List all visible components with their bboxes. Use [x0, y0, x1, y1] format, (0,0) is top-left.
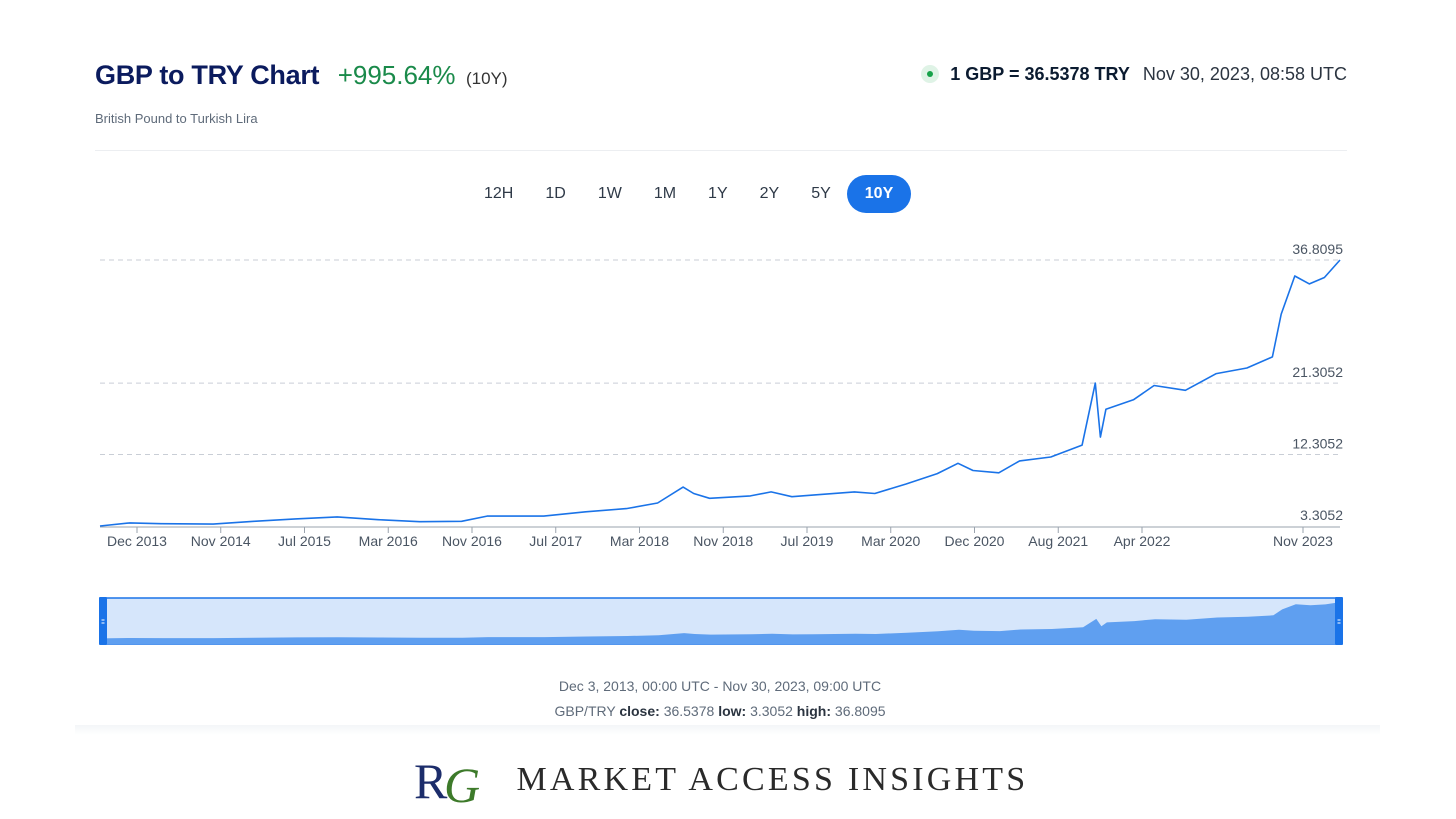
y-tick-label: 12.3052 — [1292, 436, 1343, 452]
brand-footer: R G MARKET ACCESS INSIGHTS — [414, 752, 1029, 813]
tab-1w[interactable]: 1W — [597, 185, 622, 202]
change-period: (10Y) — [465, 69, 508, 88]
brand-name: MARKET ACCESS INSIGHTS — [516, 761, 1029, 798]
tab-1y[interactable]: 1Y — [708, 185, 728, 202]
x-tick-label: Nov 2018 — [693, 533, 753, 549]
card-shadow — [75, 725, 1380, 735]
range-navigator[interactable] — [99, 597, 1343, 645]
chart-gridlines — [100, 259, 1340, 456]
x-tick-label: Mar 2018 — [610, 533, 669, 549]
x-tick-label: Dec 2013 — [107, 533, 167, 549]
pair-label: GBP/TRY — [554, 703, 616, 719]
close-value: 36.5378 — [663, 703, 715, 719]
rate-timestamp: Nov 30, 2023, 08:58 UTC — [1142, 64, 1347, 84]
close-label: close: — [619, 703, 660, 719]
live-rate: 1 GBP = 36.5378 TRY Nov 30, 2023, 08:58 … — [921, 64, 1347, 85]
price-series — [99, 259, 1341, 527]
low-label: low: — [718, 703, 747, 719]
ohlc-summary: GBP/TRY close: 36.5378 low: 3.3052 high:… — [0, 703, 1440, 719]
title-row: GBP to TRY Chart +995.64% (10Y) — [95, 60, 508, 100]
x-tick-label: Nov 2023 — [1273, 533, 1333, 549]
date-range-text: Dec 3, 2013, 00:00 UTC - Nov 30, 2023, 0… — [558, 678, 882, 694]
x-tick-label: Jul 2015 — [278, 533, 331, 549]
x-tick-label: Jul 2017 — [529, 533, 582, 549]
tab-2y[interactable]: 2Y — [759, 185, 780, 202]
header-divider — [95, 150, 1347, 151]
tab-1m[interactable]: 1M — [653, 185, 677, 202]
y-tick-label: 36.8095 — [1292, 241, 1343, 257]
high-label: high: — [796, 703, 832, 719]
page-subtitle: British Pound to Turkish Lira — [95, 111, 258, 126]
x-tick-label: Mar 2016 — [359, 533, 418, 549]
y-tick-label: 3.3052 — [1300, 507, 1343, 523]
series-line — [99, 259, 1341, 527]
x-axis: Dec 2013 Nov 2014 Jul 2015 Mar 2016 Nov 2016… — [100, 526, 1340, 549]
x-tick-label: Dec 2020 — [945, 533, 1005, 549]
tab-12h[interactable]: 12H — [484, 185, 514, 202]
price-chart: 36.8095 21.3052 12.3052 3.3052 Dec 2013 Nov … — [99, 241, 1343, 645]
brand-logo-r: R — [414, 753, 448, 809]
navigator-handle-left[interactable] — [99, 597, 107, 645]
brand-logo: R G — [414, 752, 504, 813]
x-tick-label: Apr 2022 — [1114, 533, 1171, 549]
x-tick-label: Nov 2016 — [442, 533, 502, 549]
x-tick-label: Jul 2019 — [781, 533, 834, 549]
navigator-handle-right[interactable] — [1335, 597, 1343, 645]
y-axis-labels: 36.8095 21.3052 12.3052 3.3052 — [1292, 241, 1343, 523]
y-tick-label: 21.3052 — [1292, 364, 1343, 380]
low-value: 3.3052 — [750, 703, 793, 719]
high-value: 36.8095 — [834, 703, 886, 719]
tab-5y[interactable]: 5Y — [811, 185, 831, 202]
page-title: GBP to TRY Chart — [95, 60, 320, 90]
brand-logo-g: G — [444, 757, 481, 813]
x-tick-label: Mar 2020 — [861, 533, 920, 549]
rate-value: 1 GBP = 36.5378 TRY — [950, 64, 1130, 84]
x-tick-label: Nov 2014 — [191, 533, 251, 549]
navigator-area — [101, 602, 1341, 644]
tab-10y[interactable]: 10Y — [846, 175, 912, 213]
x-tick-label: Aug 2021 — [1028, 533, 1088, 549]
change-percentage: +995.64% — [337, 60, 456, 90]
live-status-icon — [921, 65, 940, 83]
time-range-tabs: 12H 1D 1W 1M 1Y 2Y 5Y 10Y — [468, 175, 912, 213]
tab-1d[interactable]: 1D — [545, 185, 566, 202]
